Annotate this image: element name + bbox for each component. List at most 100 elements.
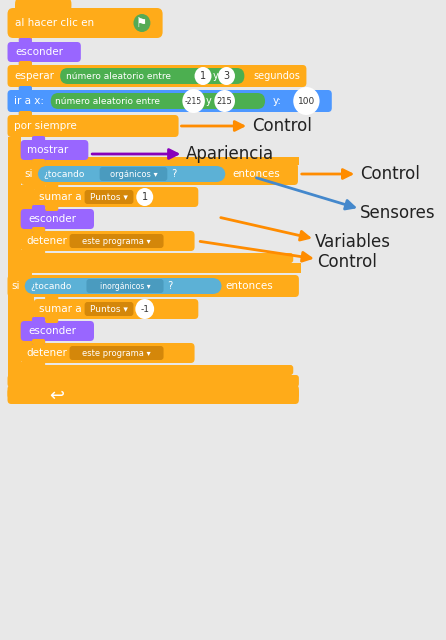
Text: Variables: Variables xyxy=(315,233,391,251)
Circle shape xyxy=(218,67,235,85)
FancyBboxPatch shape xyxy=(87,279,164,293)
FancyBboxPatch shape xyxy=(32,361,45,367)
FancyBboxPatch shape xyxy=(19,111,32,117)
Text: esperar: esperar xyxy=(14,71,54,81)
Text: si: si xyxy=(11,281,20,291)
Text: ⚑: ⚑ xyxy=(136,17,148,29)
Text: esconder: esconder xyxy=(28,214,76,224)
Text: entonces: entonces xyxy=(226,281,273,291)
Text: segundos: segundos xyxy=(254,71,301,81)
FancyBboxPatch shape xyxy=(60,68,244,84)
FancyBboxPatch shape xyxy=(85,302,133,316)
FancyBboxPatch shape xyxy=(21,321,94,341)
FancyBboxPatch shape xyxy=(45,317,58,323)
Text: Puntos ▾: Puntos ▾ xyxy=(90,193,128,202)
FancyBboxPatch shape xyxy=(19,86,32,92)
FancyBboxPatch shape xyxy=(8,275,299,297)
FancyBboxPatch shape xyxy=(21,365,293,375)
FancyBboxPatch shape xyxy=(32,227,45,233)
Text: ?: ? xyxy=(165,281,173,291)
FancyBboxPatch shape xyxy=(45,295,58,301)
Text: mostrar: mostrar xyxy=(27,145,69,155)
FancyBboxPatch shape xyxy=(8,8,163,38)
Bar xyxy=(8,263,301,273)
Text: -1: -1 xyxy=(140,305,149,314)
Text: Apariencia: Apariencia xyxy=(186,145,274,163)
Text: y:: y: xyxy=(273,96,281,106)
FancyBboxPatch shape xyxy=(21,343,194,363)
Text: ¿tocando: ¿tocando xyxy=(30,282,71,291)
FancyBboxPatch shape xyxy=(34,299,198,319)
Circle shape xyxy=(293,87,320,115)
Text: Control: Control xyxy=(252,117,312,135)
FancyBboxPatch shape xyxy=(70,234,164,248)
FancyBboxPatch shape xyxy=(8,115,178,137)
FancyBboxPatch shape xyxy=(8,375,299,387)
FancyBboxPatch shape xyxy=(19,85,32,91)
FancyBboxPatch shape xyxy=(32,158,45,164)
FancyBboxPatch shape xyxy=(32,136,45,142)
FancyBboxPatch shape xyxy=(21,253,293,263)
Bar xyxy=(8,297,21,369)
FancyBboxPatch shape xyxy=(32,183,45,189)
FancyBboxPatch shape xyxy=(8,90,332,112)
Bar xyxy=(15,4,71,12)
FancyBboxPatch shape xyxy=(19,110,32,116)
Text: sumar a: sumar a xyxy=(40,192,82,202)
Text: esconder: esconder xyxy=(28,326,76,336)
Text: detener: detener xyxy=(26,348,67,358)
Text: Control: Control xyxy=(317,253,376,271)
Text: ↩: ↩ xyxy=(49,387,64,405)
FancyBboxPatch shape xyxy=(19,295,32,301)
Circle shape xyxy=(135,299,154,319)
Circle shape xyxy=(182,89,205,113)
Text: orgánicos ▾: orgánicos ▾ xyxy=(110,170,157,179)
Circle shape xyxy=(214,90,235,112)
Text: ?: ? xyxy=(169,169,178,179)
Text: Puntos ▾: Puntos ▾ xyxy=(90,305,128,314)
Text: 3: 3 xyxy=(223,71,230,81)
FancyBboxPatch shape xyxy=(45,205,58,211)
Text: y: y xyxy=(206,96,211,106)
FancyBboxPatch shape xyxy=(8,388,299,404)
FancyBboxPatch shape xyxy=(15,0,71,14)
Circle shape xyxy=(133,14,150,32)
Bar xyxy=(21,185,34,247)
Text: esconder: esconder xyxy=(15,47,63,57)
Text: 100: 100 xyxy=(298,97,315,106)
FancyBboxPatch shape xyxy=(19,36,32,42)
Text: detener: detener xyxy=(26,236,67,246)
Text: 1: 1 xyxy=(200,71,206,81)
FancyBboxPatch shape xyxy=(32,227,45,233)
FancyBboxPatch shape xyxy=(21,140,88,160)
Text: ir a x:: ir a x: xyxy=(14,96,44,106)
FancyBboxPatch shape xyxy=(37,166,226,182)
FancyBboxPatch shape xyxy=(8,42,81,62)
FancyBboxPatch shape xyxy=(34,187,198,207)
FancyBboxPatch shape xyxy=(19,60,32,66)
Text: por siempre: por siempre xyxy=(14,121,77,131)
FancyBboxPatch shape xyxy=(51,93,265,109)
FancyBboxPatch shape xyxy=(32,317,45,323)
FancyBboxPatch shape xyxy=(19,61,32,67)
Text: número aleatorio entre: número aleatorio entre xyxy=(55,97,161,106)
FancyBboxPatch shape xyxy=(32,339,45,345)
Text: 215: 215 xyxy=(217,97,232,106)
Text: entonces: entonces xyxy=(232,169,280,179)
Text: y: y xyxy=(212,71,218,81)
FancyBboxPatch shape xyxy=(8,385,299,399)
Text: número aleatorio entre: número aleatorio entre xyxy=(66,72,171,81)
Text: sumar a: sumar a xyxy=(40,304,82,314)
Text: -215: -215 xyxy=(185,97,202,106)
Text: inorgánicos ▾: inorgánicos ▾ xyxy=(100,282,150,291)
Text: si: si xyxy=(25,169,33,179)
Bar xyxy=(8,137,21,385)
FancyBboxPatch shape xyxy=(99,167,167,181)
FancyBboxPatch shape xyxy=(21,231,194,251)
FancyBboxPatch shape xyxy=(21,209,94,229)
FancyBboxPatch shape xyxy=(25,278,222,294)
FancyBboxPatch shape xyxy=(19,271,32,277)
Text: este programa ▾: este programa ▾ xyxy=(82,237,151,246)
Bar xyxy=(21,250,34,263)
Text: al hacer clic en: al hacer clic en xyxy=(15,18,94,28)
